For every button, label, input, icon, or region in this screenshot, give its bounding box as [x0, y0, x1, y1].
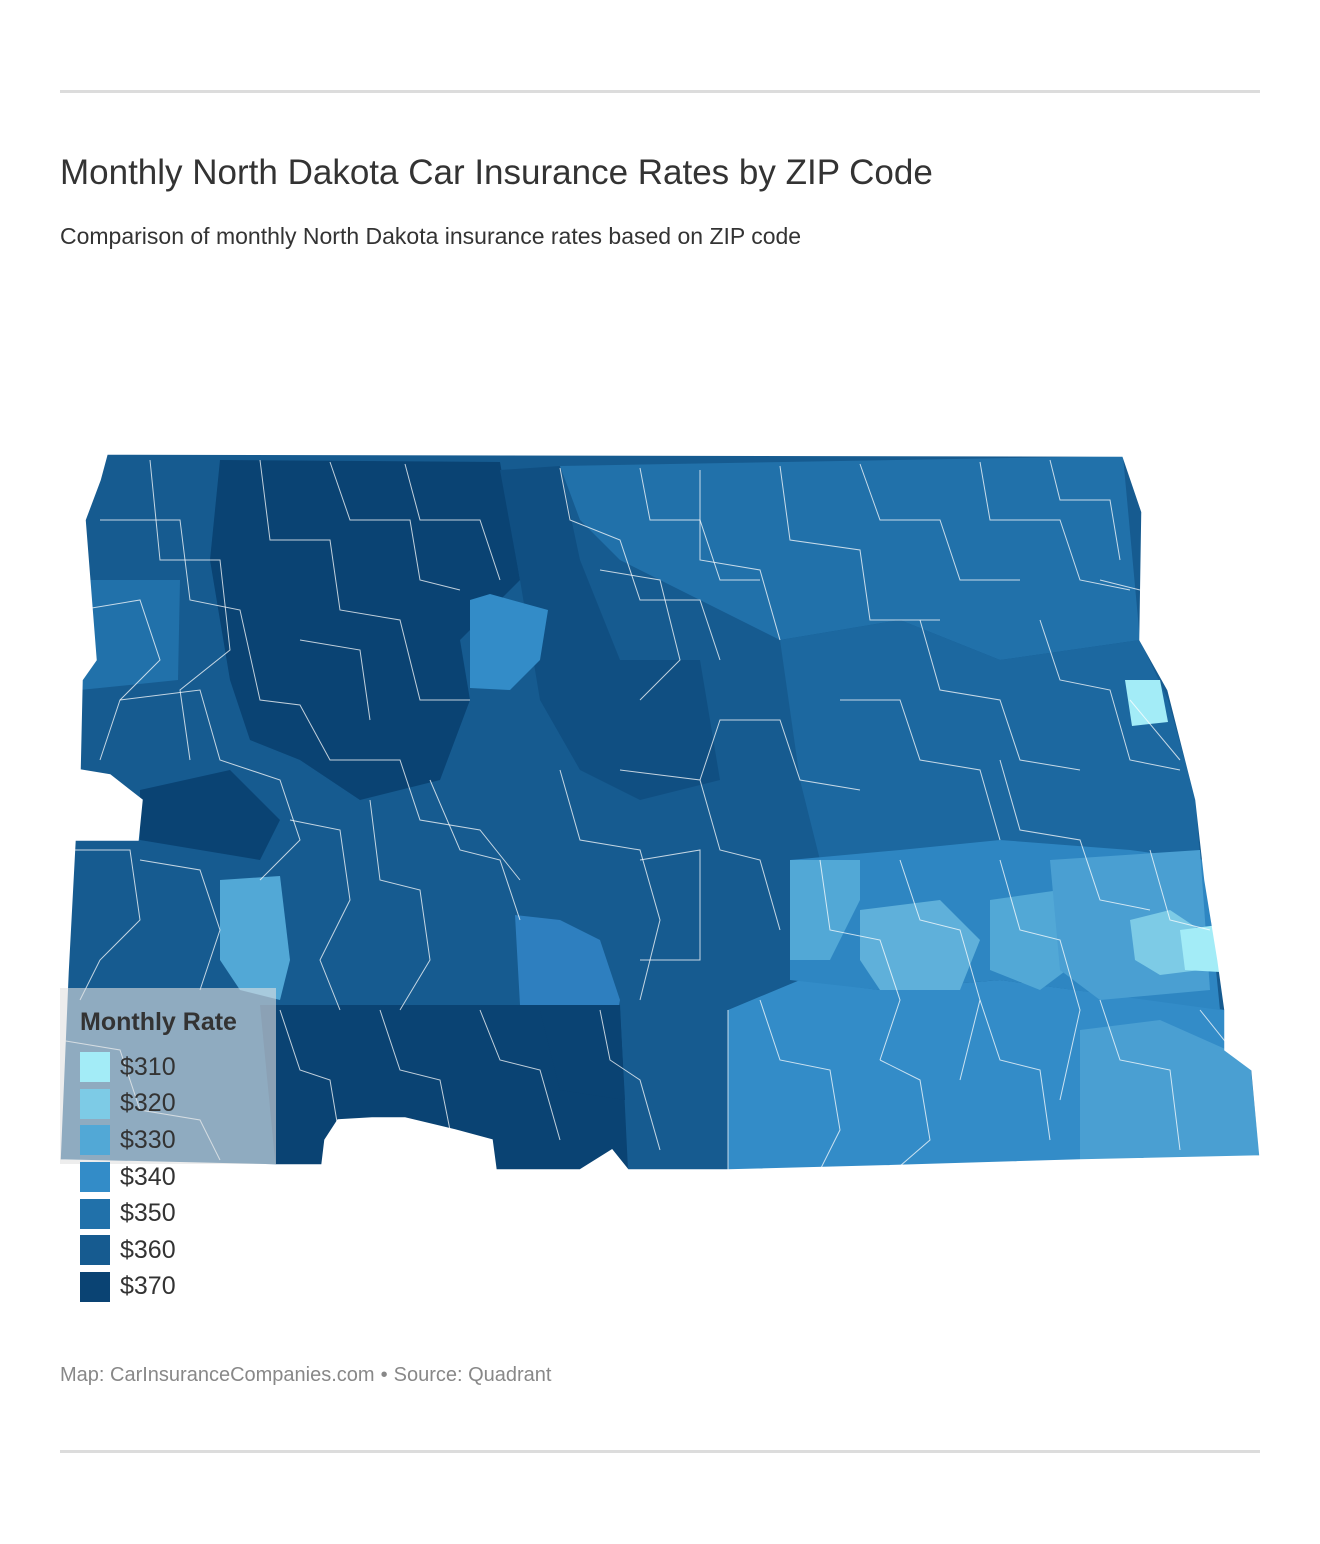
north-dakota-choropleth-map [59, 453, 1261, 1171]
legend-label: $310 [120, 1052, 176, 1081]
legend-item-310: $310 [80, 1049, 237, 1086]
legend-label: $360 [120, 1235, 176, 1264]
map-title: Monthly North Dakota Car Insurance Rates… [60, 153, 933, 192]
legend-item-350: $350 [80, 1195, 237, 1232]
map-regions [60, 454, 1260, 1170]
legend-item-370: $370 [80, 1269, 237, 1306]
region-rate-310 [1125, 680, 1168, 726]
region-rate-320 [1130, 910, 1200, 975]
map-subtitle: Comparison of monthly North Dakota insur… [60, 223, 802, 249]
region-rate-340 [470, 594, 548, 690]
region-rate-330 [1080, 1020, 1260, 1165]
legend-swatch [80, 1271, 110, 1302]
legend-label: $370 [120, 1272, 176, 1301]
region-rate-310 [1180, 925, 1220, 972]
legend-label: $340 [120, 1162, 176, 1191]
region-rate-350 [560, 456, 1140, 660]
legend-item-340: $340 [80, 1159, 237, 1196]
region-rate-355 [780, 620, 1200, 860]
legend-swatch [80, 1052, 110, 1083]
zip-boundaries [60, 459, 1241, 1170]
bottom-divider [60, 1450, 1260, 1453]
separator-dot: • [380, 1364, 388, 1386]
legend-swatch [80, 1162, 110, 1193]
legend-item-330: $330 [80, 1122, 237, 1159]
legend-label: $330 [120, 1125, 176, 1154]
map-credit: Map: CarInsuranceCompanies.com [60, 1364, 375, 1386]
region-rate-370 [140, 770, 280, 860]
legend-item-360: $360 [80, 1232, 237, 1269]
region-rate-370 [210, 460, 520, 800]
legend-swatch [80, 1125, 110, 1156]
region-rate-330 [860, 900, 980, 990]
region-rate-370 [540, 1010, 625, 1100]
legend-swatch [80, 1088, 110, 1119]
region-rate-365 [500, 466, 720, 800]
region-rate-330 [790, 860, 860, 960]
source-credit-text: Source: Quadrant [393, 1364, 552, 1386]
legend-swatch [80, 1235, 110, 1266]
source-credit: Map: CarInsuranceCompanies.com • Source: Q… [60, 1364, 551, 1387]
state-outline [59, 453, 1261, 1171]
region-rate-330 [220, 876, 290, 1000]
legend-swatch [80, 1198, 110, 1229]
legend-title: Monthly Rate [80, 1008, 237, 1036]
legend-label: $350 [120, 1199, 176, 1228]
top-divider [60, 90, 1260, 93]
region-rate-350 [75, 580, 180, 690]
legend-label: $320 [120, 1089, 176, 1118]
legend: Monthly Rate $310 $320 $330 $340 $350 $3… [80, 1008, 237, 1305]
legend-item-320: $320 [80, 1086, 237, 1123]
